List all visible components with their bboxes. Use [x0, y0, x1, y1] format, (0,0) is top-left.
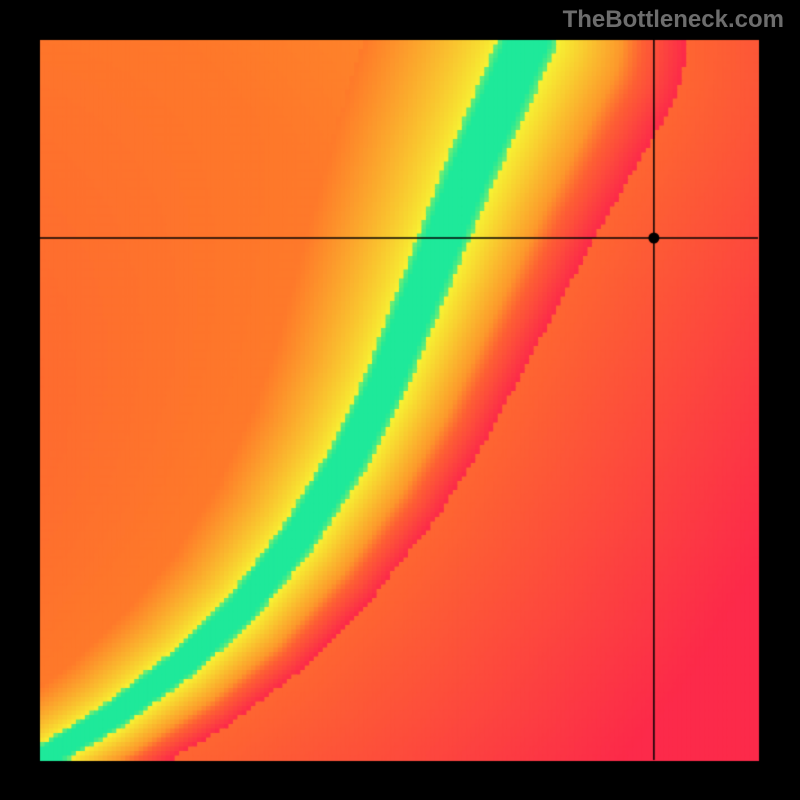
- watermark-label: TheBottleneck.com: [563, 6, 784, 34]
- heatmap-canvas: [0, 0, 800, 800]
- chart-container: TheBottleneck.com: [0, 0, 800, 800]
